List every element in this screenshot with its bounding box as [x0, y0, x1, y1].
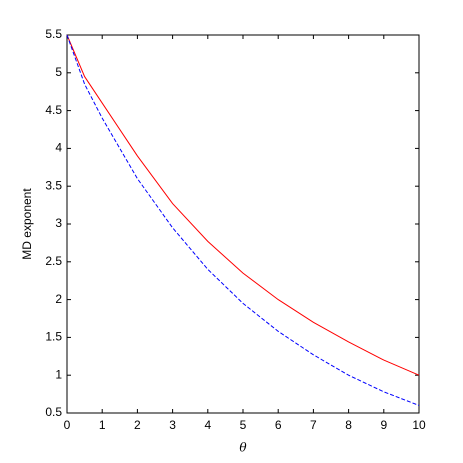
y-tick-label: 4.5: [45, 103, 62, 117]
y-tick-label: 2.5: [45, 254, 62, 268]
series-line: [66, 34, 420, 406]
y-tick-label: 3: [55, 216, 62, 230]
x-tick-label: 1: [99, 418, 106, 432]
series-line: [66, 34, 420, 376]
y-axis-label: MD exponent: [20, 188, 34, 260]
y-tick-label: 5.5: [45, 27, 62, 41]
x-tick-label: 5: [240, 418, 247, 432]
y-tick-label: 0.5: [45, 405, 62, 419]
y-tick-label: 1.5: [45, 330, 62, 344]
x-tick-label: 8: [345, 418, 352, 432]
x-tick-label: 2: [134, 418, 141, 432]
y-tick-label: 3.5: [45, 178, 62, 192]
y-tick-label: 1: [55, 367, 62, 381]
x-tick-label: 10: [412, 418, 426, 432]
x-axis-label: θ: [239, 441, 247, 455]
x-tick-label: 4: [204, 418, 211, 432]
x-tick-label: 6: [275, 418, 282, 432]
y-tick-label: 5: [55, 65, 62, 79]
x-tick-label: 0: [64, 418, 71, 432]
x-tick-label: 7: [310, 418, 317, 432]
x-tick-label: 3: [169, 418, 176, 432]
y-tick-label: 2: [55, 292, 62, 306]
x-tick-label: 9: [380, 418, 387, 432]
y-tick-label: 4: [55, 141, 62, 155]
